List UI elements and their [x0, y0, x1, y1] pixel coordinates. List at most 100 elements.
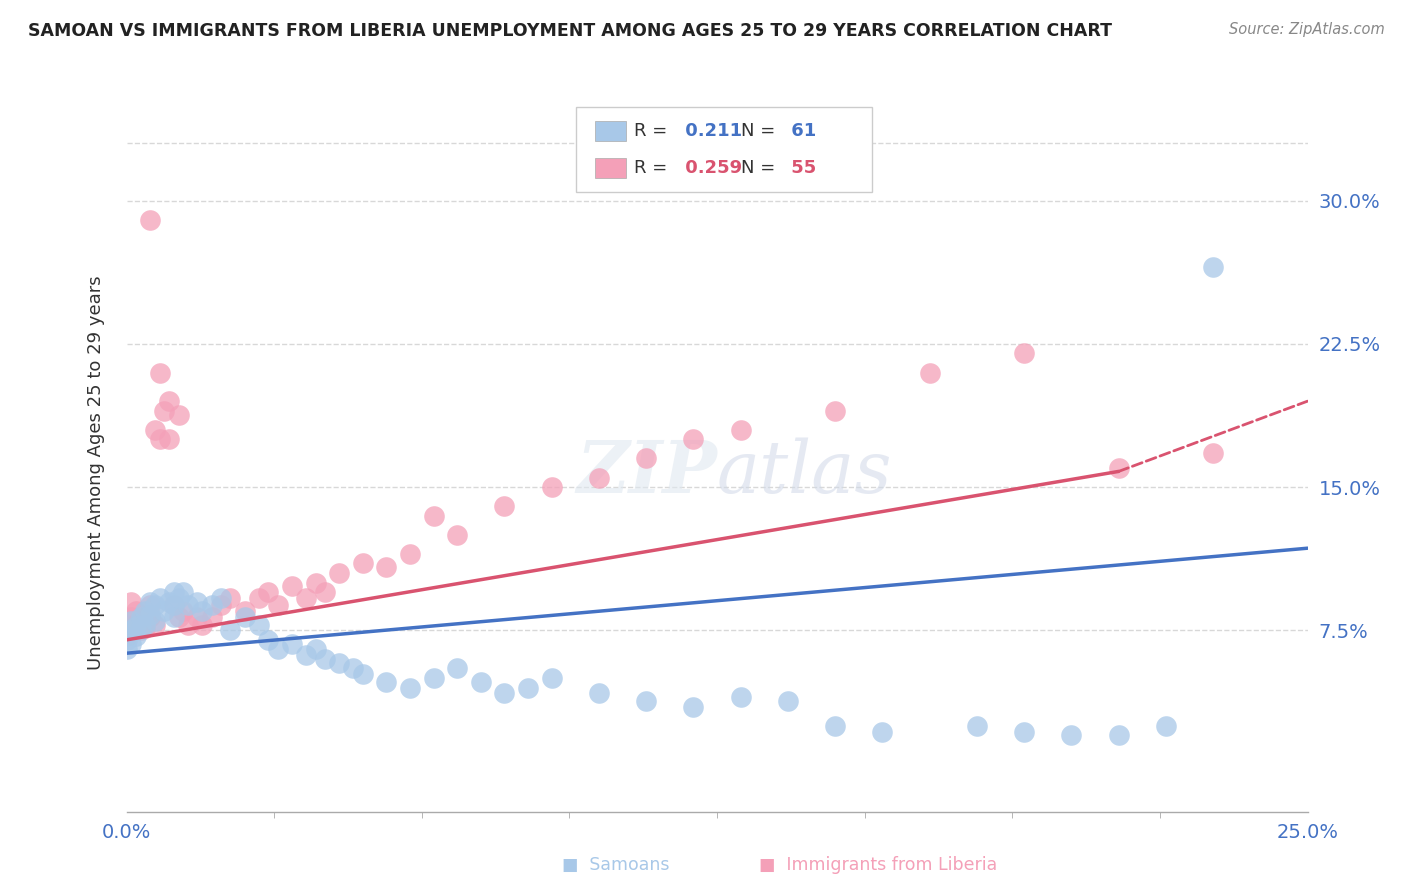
Point	[233, 610, 256, 624]
Text: R =: R =	[634, 159, 668, 177]
Point	[125, 629, 148, 643]
Point	[247, 617, 270, 632]
Point	[257, 585, 280, 599]
Point	[399, 547, 422, 561]
Point	[824, 719, 846, 733]
Point	[149, 366, 172, 380]
Point	[446, 661, 468, 675]
Point	[139, 607, 162, 622]
Text: ■  Immigrants from Liberia: ■ Immigrants from Liberia	[759, 856, 997, 874]
Point	[139, 599, 162, 613]
Point	[209, 599, 232, 613]
Point	[352, 667, 374, 681]
Point	[143, 617, 166, 632]
Point	[134, 610, 156, 624]
Point	[588, 686, 610, 700]
Point	[267, 642, 290, 657]
Point	[233, 604, 256, 618]
Point	[314, 652, 336, 666]
Text: ■  Samoans: ■ Samoans	[562, 856, 669, 874]
Point	[328, 566, 350, 580]
Point	[125, 619, 148, 633]
Point	[167, 610, 190, 624]
Point	[540, 480, 562, 494]
Point	[422, 671, 444, 685]
Point	[352, 557, 374, 571]
Point	[120, 614, 142, 628]
Point	[143, 614, 166, 628]
Point	[281, 579, 304, 593]
Point	[540, 671, 562, 685]
Point	[163, 599, 186, 613]
Point	[375, 560, 398, 574]
Point	[120, 595, 142, 609]
Point	[129, 624, 152, 638]
Point	[172, 604, 194, 618]
Point	[1012, 346, 1035, 360]
Point	[120, 610, 142, 624]
Point	[167, 408, 190, 422]
Point	[517, 681, 540, 695]
Point	[115, 632, 138, 647]
Point	[200, 610, 222, 624]
Point	[1202, 260, 1225, 275]
Point	[422, 508, 444, 523]
Point	[682, 433, 704, 447]
Point	[149, 433, 172, 447]
Point	[1012, 724, 1035, 739]
Point	[636, 694, 658, 708]
Point	[219, 591, 242, 605]
Point	[247, 591, 270, 605]
Point	[824, 403, 846, 417]
Point	[1154, 719, 1177, 733]
Point	[157, 394, 180, 409]
Point	[120, 637, 142, 651]
Point	[115, 642, 138, 657]
Point	[163, 599, 186, 613]
Point	[267, 599, 290, 613]
Point	[177, 617, 200, 632]
Text: 61: 61	[785, 122, 815, 140]
Text: R =: R =	[634, 122, 668, 140]
Point	[139, 212, 162, 227]
Point	[494, 499, 516, 513]
Point	[918, 366, 941, 380]
Point	[636, 451, 658, 466]
Point	[1108, 728, 1130, 742]
Point	[167, 591, 190, 605]
Point	[257, 632, 280, 647]
Point	[139, 595, 162, 609]
Point	[295, 591, 318, 605]
Point	[153, 604, 176, 618]
Point	[1060, 728, 1083, 742]
Text: ZIP: ZIP	[576, 437, 717, 508]
Point	[134, 617, 156, 632]
Point	[191, 617, 214, 632]
Point	[304, 575, 326, 590]
Point	[872, 724, 894, 739]
Point	[730, 423, 752, 437]
Text: Source: ZipAtlas.com: Source: ZipAtlas.com	[1229, 22, 1385, 37]
Point	[157, 433, 180, 447]
Y-axis label: Unemployment Among Ages 25 to 29 years: Unemployment Among Ages 25 to 29 years	[87, 276, 105, 670]
Point	[186, 610, 208, 624]
Point	[375, 674, 398, 689]
Text: atlas: atlas	[717, 437, 893, 508]
Point	[399, 681, 422, 695]
Point	[342, 661, 364, 675]
Text: 0.259: 0.259	[679, 159, 742, 177]
Point	[209, 591, 232, 605]
Point	[682, 699, 704, 714]
Point	[730, 690, 752, 705]
Point	[157, 595, 180, 609]
Point	[125, 617, 148, 632]
Point	[143, 423, 166, 437]
Point	[172, 585, 194, 599]
Point	[163, 585, 186, 599]
Point	[494, 686, 516, 700]
Point	[186, 595, 208, 609]
Point	[143, 599, 166, 613]
Point	[129, 621, 152, 635]
Point	[446, 528, 468, 542]
Point	[163, 610, 186, 624]
